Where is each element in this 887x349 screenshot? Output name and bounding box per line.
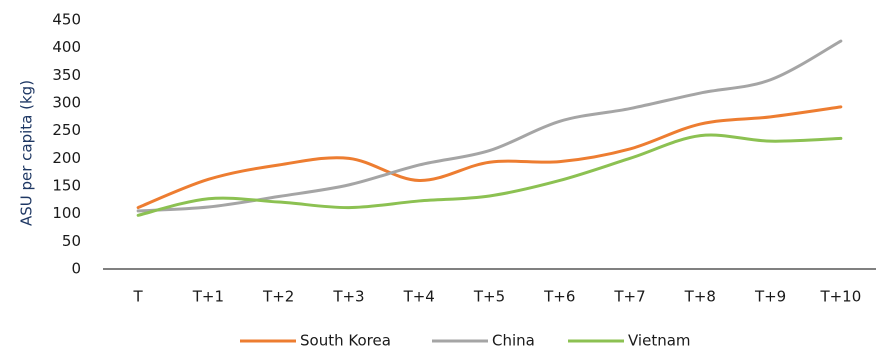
y-tick-label: 100 — [52, 204, 81, 222]
legend-label-south-korea: South Korea — [300, 332, 391, 349]
y-tick-label: 250 — [52, 121, 81, 139]
x-tick-label: T+2 — [262, 288, 294, 306]
y-tick-label: 200 — [52, 149, 81, 167]
series-lines — [136, 39, 843, 217]
x-tick-label: T+8 — [684, 288, 716, 306]
legend-label-vietnam: Vietnam — [628, 332, 691, 349]
series-line-vietnam — [136, 133, 843, 217]
y-tick-label: 150 — [52, 177, 81, 195]
y-tick-label: 50 — [62, 232, 81, 250]
x-tick-label: T+5 — [473, 288, 505, 306]
y-tick-label: 0 — [71, 260, 81, 278]
x-tick-label: T+4 — [403, 288, 435, 306]
x-tick-label: T+10 — [819, 288, 861, 306]
x-tick-label: T+6 — [543, 288, 575, 306]
y-axis-ticks: 0 50 100 150 200 250 300 350 400 450 — [52, 11, 81, 278]
x-tick-label: T — [133, 288, 144, 306]
x-tick-label: T+7 — [613, 288, 645, 306]
series-line-south-korea — [136, 105, 843, 210]
y-tick-label: 450 — [52, 11, 81, 29]
y-tick-label: 350 — [52, 66, 81, 84]
y-tick-label: 400 — [52, 38, 81, 56]
x-tick-label: T+9 — [754, 288, 786, 306]
legend-label-china: China — [492, 332, 535, 349]
x-tick-label: T+1 — [192, 288, 224, 306]
series-line-china — [136, 39, 843, 213]
y-tick-label: 300 — [52, 94, 81, 112]
x-axis-ticks: T T+1 T+2 T+3 T+4 T+5 T+6 T+7 T+8 T+9 T+10 — [133, 288, 862, 306]
y-axis-title: ASU per capita (kg) — [18, 80, 36, 226]
legend: South Korea China Vietnam — [240, 332, 691, 349]
x-tick-label: T+3 — [332, 288, 364, 306]
